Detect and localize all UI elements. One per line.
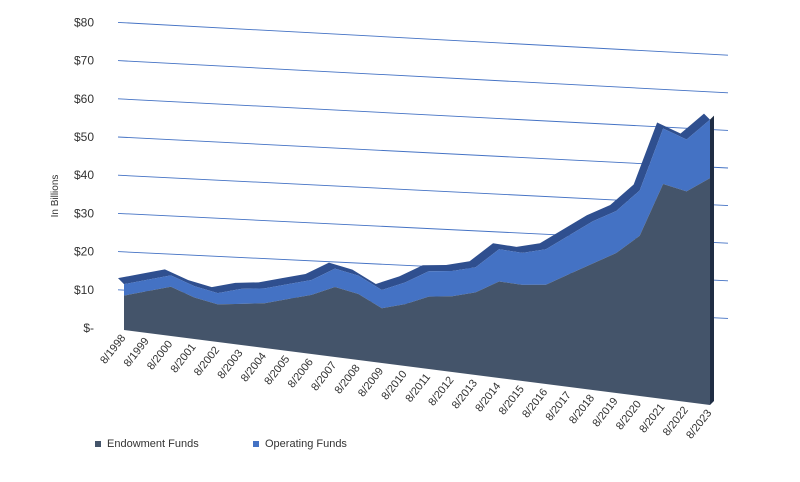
y-tick-label: $50 (74, 130, 94, 144)
y-tick-label: $10 (74, 283, 94, 297)
y-axis-ticks: $- $10 $20 $30 $40 $50 $60 $70 $80 (74, 15, 94, 335)
endowment-funds-area (124, 178, 710, 405)
operating-funds-top-face (118, 113, 710, 294)
gridline (117, 60, 729, 94)
y-tick-label: $20 (74, 245, 94, 259)
area-side-face (710, 115, 714, 406)
y-tick-label: $40 (74, 168, 94, 182)
y-tick-label: $70 (74, 54, 94, 68)
y-tick-label: $60 (74, 92, 94, 106)
legend-label-endowment: Endowment Funds (107, 438, 199, 450)
legend-item-operating: Operating Funds (253, 437, 347, 451)
operating-funds-area (124, 119, 710, 309)
legend-item-endowment: Endowment Funds (95, 437, 199, 451)
y-tick-label: $- (83, 321, 94, 335)
gridline (117, 136, 729, 169)
gridline (117, 98, 729, 131)
legend-swatch-endowment (95, 441, 101, 447)
gridline (117, 21, 729, 56)
y-tick-label: $80 (74, 15, 94, 29)
legend-swatch-operating (253, 441, 259, 447)
y-axis-title: In Billions (50, 175, 61, 218)
legend-label-operating: Operating Funds (265, 438, 347, 450)
gridlines (117, 21, 729, 319)
y-tick-label: $30 (74, 206, 94, 220)
plot-area (118, 113, 714, 406)
